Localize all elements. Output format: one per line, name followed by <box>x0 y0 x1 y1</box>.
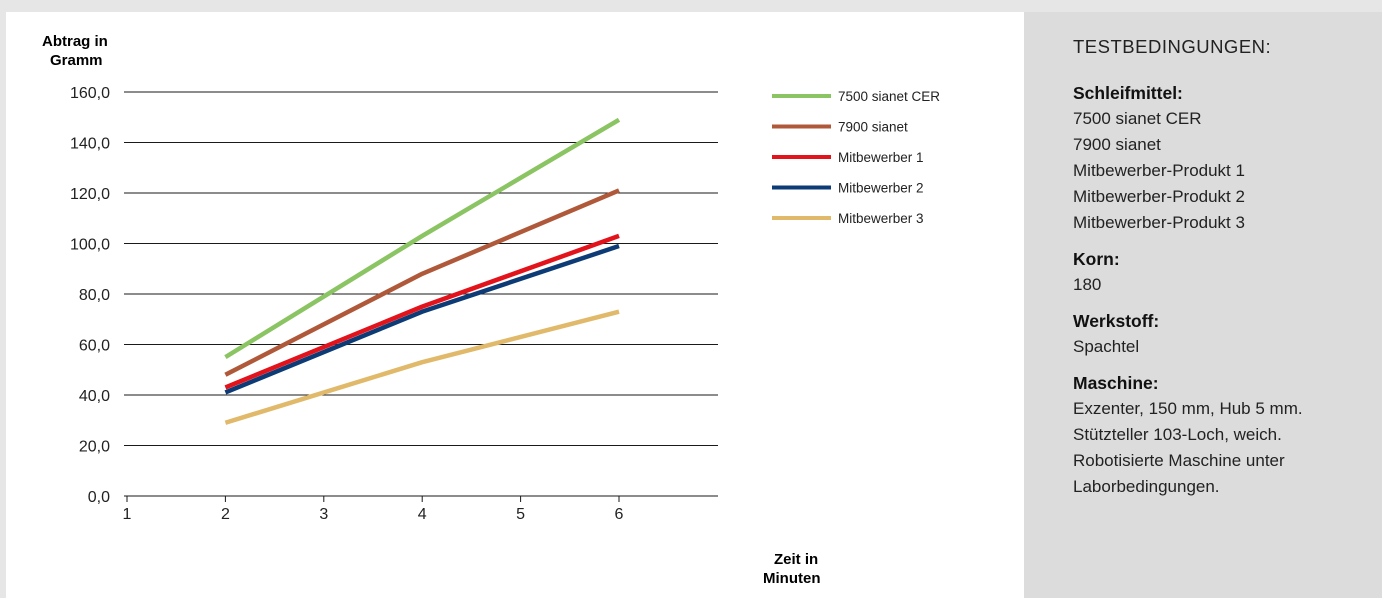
legend: 7500 sianet CER 7900 sianet Mitbewerber 1 M… <box>772 89 940 226</box>
y-tick-label: 40,0 <box>79 388 110 405</box>
y-tick-label: 20,0 <box>79 439 110 456</box>
test-conditions-sections: Schleifmittel: 7500 sianet CER 7900 sianet… <box>1073 80 1373 500</box>
condition-value: 7500 sianet CER <box>1073 109 1202 128</box>
x-tick-label: 5 <box>516 506 525 523</box>
series-line <box>224 233 620 390</box>
series-line <box>224 309 620 425</box>
condition-section: Schleifmittel: 7500 sianet CER 7900 sianet… <box>1073 80 1373 236</box>
condition-value: Laborbedingungen. <box>1073 477 1220 496</box>
y-tick-label: 0,0 <box>88 489 110 506</box>
test-conditions-content: TESTBEDINGUNGEN: Schleifmittel: 7500 sian… <box>1073 34 1373 510</box>
legend-label: Mitbewerber 1 <box>838 150 924 165</box>
line-chart: Abtrag in Gramm Zeit in Minuten 160,0140… <box>42 33 940 587</box>
condition-section: Maschine: Exzenter, 150 mm, Hub 5 mm. Stüt… <box>1073 370 1373 500</box>
condition-value: 7900 sianet <box>1073 135 1161 154</box>
legend-label: 7900 sianet <box>838 120 908 135</box>
series-line <box>224 243 620 395</box>
grid-lines <box>124 91 718 502</box>
legend-label: Mitbewerber 2 <box>838 181 924 196</box>
condition-section: Korn: 180 <box>1073 246 1373 298</box>
tick-labels: 160,0 140,0 120,0 100,0 80,0 60,0 40,0 20,0 0,0 1… <box>70 85 624 523</box>
condition-value: Mitbewerber-Produkt 2 <box>1073 187 1245 206</box>
x-axis-title-line1: Zeit in <box>774 551 818 568</box>
condition-value: Mitbewerber-Produkt 3 <box>1073 213 1245 232</box>
condition-value: Robotisierte Maschine unter <box>1073 451 1285 470</box>
chart-panel: Abtrag in Gramm Zeit in Minuten 160,0 140… <box>6 12 1024 598</box>
legend-label: 7500 sianet CER <box>838 89 940 104</box>
condition-label: Korn: <box>1073 249 1120 269</box>
x-axis-title-line2: Minuten <box>763 570 821 587</box>
x-tick-label: 1 <box>123 506 132 523</box>
x-tick-label: 4 <box>418 506 427 523</box>
x-tick-label: 2 <box>221 506 230 523</box>
y-tick-label: 120,0 <box>70 186 110 203</box>
y-axis-title-line1: Abtrag in <box>42 33 108 50</box>
x-tick-label: 6 <box>615 506 624 523</box>
condition-label: Werkstoff: <box>1073 311 1160 331</box>
condition-value: Spachtel <box>1073 337 1140 356</box>
y-tick-label: 80,0 <box>79 287 110 304</box>
condition-value: 180 <box>1073 275 1102 294</box>
condition-label: Maschine: <box>1073 373 1159 393</box>
series-line <box>224 188 620 377</box>
series-lines <box>224 117 621 425</box>
legend-label: Mitbewerber 3 <box>838 211 924 226</box>
test-conditions-title: TESTBEDINGUNGEN: <box>1073 36 1272 57</box>
y-axis-title-line2: Gramm <box>50 52 103 69</box>
condition-label: Schleifmittel: <box>1073 83 1183 103</box>
condition-section: Werkstoff: Spachtel <box>1073 308 1373 360</box>
test-conditions-panel: TESTBEDINGUNGEN: Schleifmittel: 7500 sian… <box>1024 12 1382 598</box>
condition-value: Mitbewerber-Produkt 1 <box>1073 161 1245 180</box>
condition-value: Stützteller 103-Loch, weich. <box>1073 425 1282 444</box>
y-tick-label: 140,0 <box>70 136 110 153</box>
x-tick-label: 3 <box>319 506 328 523</box>
condition-value: Exzenter, 150 mm, Hub 5 mm. <box>1073 399 1303 418</box>
y-tick-label: 100,0 <box>70 237 110 254</box>
series-line <box>224 117 621 360</box>
y-tick-label: 60,0 <box>79 338 110 355</box>
y-tick-label: 160,0 <box>70 85 110 102</box>
